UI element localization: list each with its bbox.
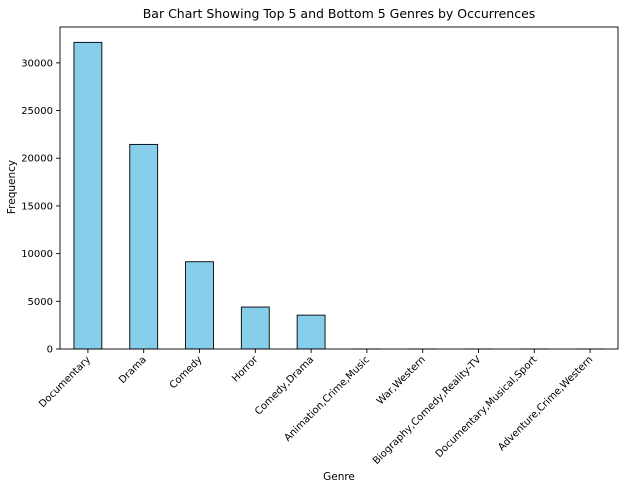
x-tick-label: Horror bbox=[230, 354, 261, 385]
x-tick-label: Documentary bbox=[37, 354, 93, 410]
x-tick-label: War,Western bbox=[375, 354, 428, 407]
x-axis-label: Genre bbox=[323, 471, 355, 483]
x-tick-label: Drama bbox=[117, 354, 149, 386]
y-tick-label: 0 bbox=[47, 345, 53, 356]
x-tick-label: Biography,Comedy,Reality-TV bbox=[371, 354, 484, 467]
plot-area-frame bbox=[59, 26, 619, 350]
x-tick-label: Comedy bbox=[168, 354, 205, 391]
x-tick-label: Comedy,Drama bbox=[253, 354, 316, 417]
y-tick-label: 10000 bbox=[21, 249, 53, 260]
x-tick-label: Adventure,Crime,Western bbox=[496, 354, 595, 453]
bar-3 bbox=[185, 261, 214, 350]
y-tick-label: 25000 bbox=[21, 106, 53, 117]
chart-title: Bar Chart Showing Top 5 and Bottom 5 Gen… bbox=[143, 6, 536, 21]
bar-4 bbox=[240, 306, 270, 350]
bars-group bbox=[73, 41, 605, 350]
x-tick-label: Documentary,Musical,Sport bbox=[434, 354, 540, 460]
bar-1 bbox=[73, 41, 103, 350]
y-tick-label: 30000 bbox=[21, 58, 53, 69]
y-tick-label: 5000 bbox=[28, 297, 53, 308]
y-axis-label: Frequency bbox=[6, 160, 18, 214]
y-tick-label: 15000 bbox=[21, 201, 53, 212]
y-tick-label: 20000 bbox=[21, 154, 53, 165]
bar-2 bbox=[129, 143, 159, 350]
bar-5 bbox=[296, 314, 326, 350]
y-axis-ticks: 0 5000 10000 15000 20000 25000 30000 bbox=[21, 58, 60, 356]
x-axis-ticks: Documentary Drama Comedy HorrorComedy,Drama… bbox=[37, 349, 595, 467]
